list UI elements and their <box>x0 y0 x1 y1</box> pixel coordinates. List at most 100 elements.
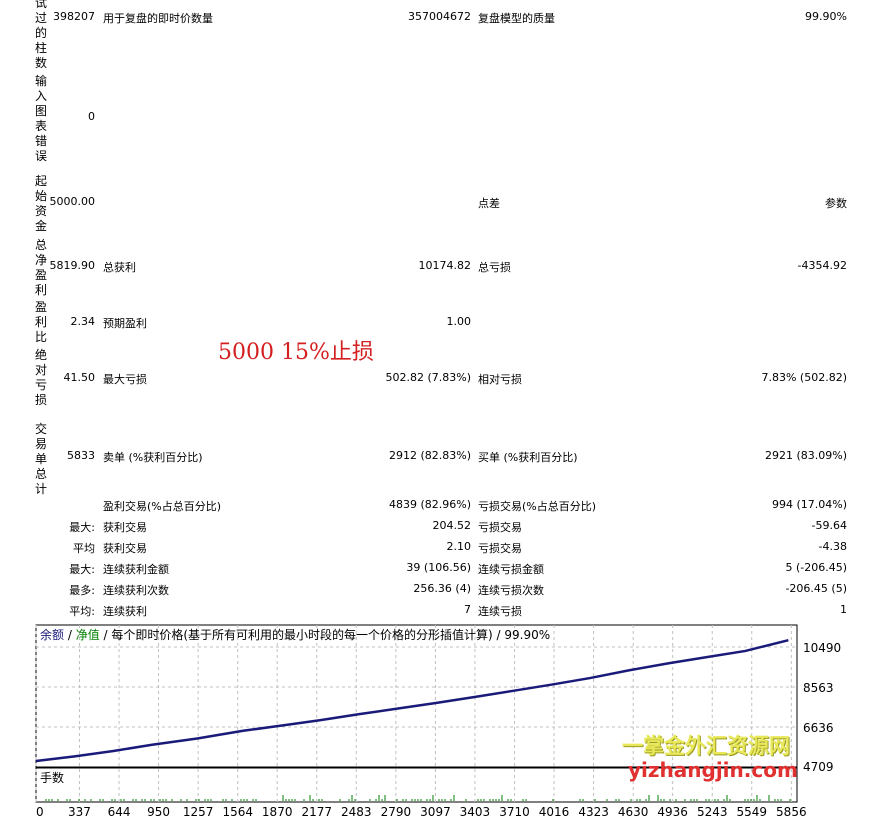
report-v1: 平均 <box>73 542 95 555</box>
report-l2: 预期盈利 <box>103 317 147 330</box>
report-l3: 点差 <box>478 197 500 210</box>
x-tick-label: 5549 <box>736 805 767 819</box>
report-v2: 2912 (82.83%) <box>388 449 471 462</box>
y-tick-label: 10490 <box>803 641 841 655</box>
report-v2: 39 (106.56) <box>406 561 471 574</box>
x-tick-label: 1257 <box>183 805 214 819</box>
grid <box>35 625 797 802</box>
volume-label: 手数 <box>40 770 64 785</box>
side-label: 交易单总计 <box>34 422 47 496</box>
x-tick-label: 5856 <box>776 805 807 819</box>
side-label: 输入图表错误 <box>34 74 47 163</box>
side-label: 试过的柱数 <box>34 0 47 70</box>
report-v3: 2921 (83.09%) <box>764 449 847 462</box>
report-l2: 连续获利次数 <box>103 584 169 597</box>
balance-line <box>35 638 789 763</box>
report-l3: 买单 (%获利百分比) <box>478 451 578 464</box>
legend-sep: / <box>64 628 76 642</box>
x-tick-label: 4016 <box>539 805 570 819</box>
report-v1: 0 <box>88 110 95 123</box>
side-label: 总净盈利 <box>34 238 47 297</box>
report-v2: 357004672 <box>408 10 471 23</box>
report-l2: 用于复盘的即时价数量 <box>103 12 213 25</box>
x-tick-label: 644 <box>108 805 131 819</box>
legend-desc: / 每个即时价格(基于所有可利用的最小时段的每一个价格的分形插值计算) / 99… <box>100 627 550 642</box>
report-l2: 获利交易 <box>103 521 147 534</box>
equity-chart: 余额 / 净值 / 每个即时价格(基于所有可利用的最小时段的每一个价格的分形插值… <box>35 624 841 819</box>
watermark-url: yizhangjin.com <box>628 758 798 782</box>
x-tick-label: 4323 <box>578 805 609 819</box>
report-v2: 2.10 <box>446 540 472 553</box>
report-v1: 41.50 <box>63 371 96 384</box>
x-tick-label: 1564 <box>222 805 253 819</box>
report-v3: 99.90% <box>805 10 847 23</box>
report-v2: 204.52 <box>432 519 472 532</box>
report-v2: 4839 (82.96%) <box>388 498 471 511</box>
x-tick-label: 3403 <box>460 805 491 819</box>
report-v1: 398207 <box>53 10 95 23</box>
report-v1: 5819.90 <box>49 259 96 272</box>
report-v2: 1.00 <box>446 315 472 328</box>
x-tick-label: 3097 <box>420 805 451 819</box>
report-v3: 1 <box>840 603 847 616</box>
report-l3: 亏损交易 <box>478 521 522 534</box>
report-l3: 亏损交易 <box>478 542 522 555</box>
report-v3: 7.83% (502.82) <box>761 371 847 384</box>
report-v1: 平均: <box>69 605 95 618</box>
side-label: 盈利比 <box>34 300 47 344</box>
x-tick-label: 3710 <box>499 805 530 819</box>
x-tick-label: 5243 <box>697 805 728 819</box>
report-v3: -4354.92 <box>797 259 847 272</box>
report-v3: 参数 <box>825 197 847 210</box>
watermark-title: 一掌金外汇资源网 <box>622 734 790 758</box>
x-tick-label: 2483 <box>341 805 372 819</box>
report-v3: 994 (17.04%) <box>771 498 847 511</box>
legend-balance: 余额 <box>40 627 64 642</box>
side-label: 绝对亏损 <box>34 348 47 407</box>
report-l3: 复盘模型的质量 <box>478 12 555 25</box>
x-tick-label: 2177 <box>302 805 333 819</box>
report-v1: 最大: <box>69 521 95 534</box>
x-tick-label: 0 <box>36 805 44 819</box>
report-v3: -206.45 (5) <box>785 582 847 595</box>
report-v3: 5 (-206.45) <box>785 561 847 574</box>
svg-text:余额 / 净值 / 每个即时价格(基于所有可利用的最小时段的: 余额 / 净值 / 每个即时价格(基于所有可利用的最小时段的每一个价格的分形插值… <box>40 627 550 642</box>
x-tick-label: 950 <box>147 805 170 819</box>
report-l2: 盈利交易(%占总百分比) <box>103 500 222 513</box>
y-tick-label: 4709 <box>803 760 834 774</box>
legend-equity: 净值 <box>76 627 100 642</box>
report-v1: 5833 <box>67 449 95 462</box>
annotation-note: 5000 15%止损 <box>218 340 374 365</box>
report-v3: -59.64 <box>811 519 847 532</box>
x-tick-label: 1870 <box>262 805 293 819</box>
y-tick-label: 8563 <box>803 681 834 695</box>
x-tick-label: 4630 <box>618 805 649 819</box>
y-tick-label: 6636 <box>803 721 834 735</box>
report-l2: 最大亏损 <box>103 373 147 386</box>
report-l3: 连续亏损次数 <box>478 584 544 597</box>
report-v1: 最多: <box>69 584 95 597</box>
report-l2: 连续获利 <box>103 605 147 618</box>
report-l3: 连续亏损 <box>478 605 522 618</box>
report-v2: 502.82 (7.83%) <box>385 371 471 384</box>
report-v2: 7 <box>464 603 471 616</box>
report-l2: 连续获利金额 <box>103 563 169 576</box>
report-l3: 总亏损 <box>478 261 511 274</box>
report-v1: 最大: <box>69 563 95 576</box>
side-label: 起始资金 <box>34 174 47 233</box>
report-l2: 总获利 <box>103 261 136 274</box>
x-tick-label: 2790 <box>381 805 412 819</box>
report-v3: -4.38 <box>818 540 847 553</box>
volume-bars <box>45 795 791 801</box>
report-l2: 卖单 (%获利百分比) <box>103 451 203 464</box>
report-v2: 256.36 (4) <box>413 582 471 595</box>
volume-plot-frame <box>35 767 798 803</box>
report-v1: 2.34 <box>70 315 96 328</box>
report-l3: 亏损交易(%占总百分比) <box>478 500 597 513</box>
x-tick-label: 337 <box>68 805 91 819</box>
x-tick-label: 4936 <box>657 805 688 819</box>
report-v1: 5000.00 <box>49 195 96 208</box>
report-v2: 10174.82 <box>418 259 472 272</box>
report-l3: 连续亏损金额 <box>478 563 544 576</box>
report-l2: 获利交易 <box>103 542 147 555</box>
